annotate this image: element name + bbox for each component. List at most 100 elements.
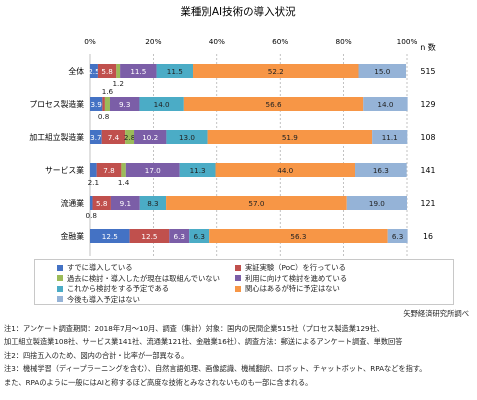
- data-label: 6.3: [193, 232, 204, 241]
- bar-segment: [387, 229, 408, 243]
- legend-label: 利用に向けて検討を進めている: [245, 273, 348, 283]
- data-label: 16.3: [373, 166, 389, 175]
- note-line: 注3：機械学習（ディープラーニングを含む）、自然言語処理、画像認識、機械翻訳、ロ…: [4, 364, 427, 374]
- legend-swatch: [57, 275, 63, 281]
- data-label: 56.3: [290, 232, 306, 241]
- data-label: 51.9: [282, 133, 298, 142]
- x-tick-label: 60%: [272, 37, 288, 46]
- legend-label: 今後も導入予定はない: [67, 294, 140, 304]
- bar-segment: [120, 64, 157, 78]
- bar-segment: [209, 229, 388, 243]
- data-label: 12.5: [102, 232, 118, 241]
- note-line: 注2：四捨五入のため、図内の合計・比率が一部異なる。: [4, 350, 189, 360]
- bar-segment: [90, 196, 93, 210]
- data-label: 11.1: [382, 133, 398, 142]
- data-label: 14.0: [154, 100, 170, 109]
- legend-label: 過去に検討・導入したが現在は取組んでいない: [67, 273, 220, 283]
- legend-item: 関心はあるが特に予定はない: [235, 284, 340, 294]
- data-label: 15.0: [374, 67, 390, 76]
- data-label: 6.3: [174, 232, 185, 241]
- bar-segment: [90, 163, 97, 177]
- data-label: 5.8: [96, 199, 108, 208]
- bar-segment: [193, 64, 359, 78]
- data-label: 56.6: [266, 100, 282, 109]
- bar-segment: [358, 64, 407, 78]
- x-tick-label: 40%: [209, 37, 225, 46]
- x-axis-ticks: 0% 20% 40% 60% 80% 100%: [84, 37, 417, 46]
- bar-segment: [355, 163, 407, 177]
- bar-segment: [92, 196, 111, 210]
- data-label: 11.5: [130, 67, 146, 76]
- data-label: 17.0: [145, 166, 161, 175]
- bar-segment: [179, 163, 216, 177]
- bar-segment: [207, 130, 373, 144]
- data-label: 2.8: [124, 133, 136, 142]
- data-label: 11.5: [167, 67, 183, 76]
- legend-swatch: [235, 275, 241, 281]
- category-label: サービス業: [45, 165, 84, 175]
- notes: 注1：アンケート調査期間：2018年7月～10月、調査（集計）対象：国内の民間企…: [4, 322, 474, 389]
- bar-segment: [96, 163, 122, 177]
- category-label: 加工組立製造業: [29, 132, 84, 142]
- x-tick-label: 0%: [84, 37, 96, 46]
- bar-segment: [125, 163, 180, 177]
- bar-segment: [110, 196, 140, 210]
- data-label: 44.0: [277, 166, 293, 175]
- bar-segment: [139, 97, 184, 111]
- x-tick-label: 100%: [397, 37, 418, 46]
- legend-item: すでに導入している: [57, 263, 133, 273]
- data-label: 7.4: [108, 133, 120, 142]
- bar-segment: [102, 97, 105, 111]
- data-label: 2.5: [88, 67, 99, 76]
- data-label: 52.2: [268, 67, 284, 76]
- data-label: 13.0: [179, 133, 195, 142]
- note-line: 加工組立製造業108社、サービス業141社、流通業121社、金融業16社）、調査…: [4, 337, 403, 347]
- bar-segment: [90, 229, 130, 243]
- data-label: 1.4: [118, 178, 130, 187]
- bar-segment: [139, 196, 167, 210]
- bar-segment: [166, 130, 208, 144]
- data-label: 10.2: [142, 133, 158, 142]
- bar-segment: [166, 196, 347, 210]
- bar-segment: [90, 130, 102, 144]
- data-label: 1.6: [102, 87, 114, 96]
- legend-item: 今後も導入予定はない: [57, 295, 140, 305]
- legend-item: これから検討をする予定である: [57, 284, 169, 294]
- category-label: プロセス製造業: [29, 99, 84, 109]
- note-line: 注1：アンケート調査期間：2018年7月～10月、調査（集計）対象：国内の民間企…: [4, 324, 384, 333]
- bar-segment: [134, 130, 167, 144]
- x-tick-label: 20%: [145, 37, 161, 46]
- grid-lines: [89, 54, 408, 256]
- data-label: 0.8: [86, 211, 98, 220]
- bar-segment: [116, 64, 121, 78]
- data-label: 19.0: [369, 199, 385, 208]
- data-label: 9.3: [119, 100, 130, 109]
- bar-segment: [156, 64, 194, 78]
- legend-swatch: [57, 264, 63, 271]
- legend-item: 利用に向けて検討を進めている: [235, 274, 347, 284]
- legend-label: 関心はあるが特に予定はない: [245, 284, 340, 293]
- n-value: 121: [421, 199, 436, 208]
- bar-segment: [121, 163, 126, 177]
- source-credit: 矢野経済研究所調べ: [403, 309, 469, 318]
- x-tick-label: 80%: [335, 37, 351, 46]
- category-label: 流通業: [61, 198, 85, 208]
- bar-segment: [90, 97, 103, 111]
- bar-segment: [125, 130, 135, 144]
- legend-swatch: [235, 285, 241, 292]
- bar-segment: [109, 97, 140, 111]
- legend-swatch: [57, 285, 63, 292]
- bar-segment: [215, 163, 356, 177]
- bar-segment: [129, 229, 170, 243]
- data-label: 8.3: [147, 199, 158, 208]
- data-label: 9.1: [120, 199, 131, 208]
- data-label: 7.8: [103, 166, 115, 175]
- bar-segment: [101, 130, 126, 144]
- n-value: 141: [421, 166, 436, 175]
- data-label: 3.9: [90, 100, 102, 109]
- data-label: 1.2: [112, 79, 123, 88]
- category-label: 金融業: [61, 231, 85, 241]
- legend-label: これから検討をする予定である: [67, 284, 170, 293]
